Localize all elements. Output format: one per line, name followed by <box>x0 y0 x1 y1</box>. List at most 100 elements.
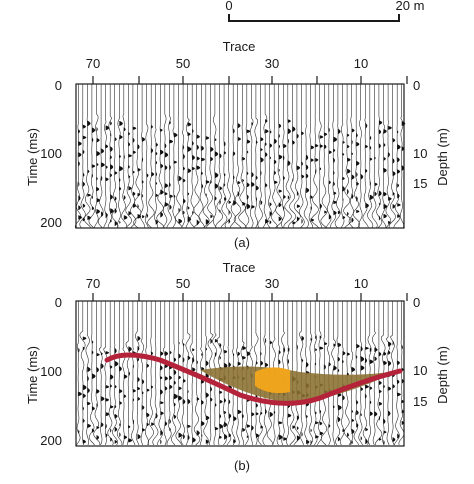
wiggle-peak <box>82 172 85 177</box>
wiggle-peak <box>351 366 356 373</box>
wiggle-peak <box>296 426 299 430</box>
wiggle-peak <box>233 416 237 422</box>
wiggle-peak <box>224 141 226 147</box>
wiggle-peak <box>214 151 219 157</box>
wiggle-peak <box>301 161 304 166</box>
wiggle-peak <box>378 380 382 386</box>
wiggle-peak <box>278 434 283 440</box>
wiggle-peak <box>265 362 269 368</box>
wiggle-peak <box>242 413 244 419</box>
wiggle-peak <box>91 350 94 355</box>
seismic-trace <box>157 301 163 446</box>
wiggle-peak <box>251 122 253 126</box>
wiggle-peak <box>164 143 167 149</box>
wiggle-peak <box>388 125 392 130</box>
wiggle-peak <box>196 397 200 401</box>
wiggle-peak <box>287 413 292 418</box>
wiggle-peak <box>374 347 378 352</box>
seismic-trace <box>393 84 401 229</box>
wiggle-peak <box>242 345 246 351</box>
wiggle-peak <box>401 121 406 126</box>
wiggle-peak <box>315 169 317 175</box>
wiggle-peak <box>265 408 267 415</box>
seismic-trace <box>367 84 374 229</box>
wiggle-peak <box>356 195 358 202</box>
wiggle-peak <box>255 175 258 180</box>
wiggle-peak <box>187 355 191 361</box>
seismic-trace <box>103 301 108 446</box>
wiggle-peak <box>114 360 119 367</box>
wiggle-peak <box>369 386 373 390</box>
panel-b-right-tick-0: 0 <box>413 295 420 310</box>
wiggle-peak <box>119 432 121 438</box>
wiggle-peak <box>388 341 392 347</box>
wiggle-peak <box>388 350 391 355</box>
wiggle-peak <box>219 199 221 205</box>
wiggle-peak <box>356 343 360 349</box>
wiggle-peak <box>183 178 186 183</box>
seismic-trace <box>385 84 392 229</box>
wiggle-peak <box>91 340 94 344</box>
wiggle-peak <box>333 191 337 195</box>
panel-b-top-tick-30: 30 <box>265 276 279 291</box>
wiggle-peak <box>164 421 168 427</box>
wiggle-peak <box>315 435 319 439</box>
wiggle-peak <box>237 361 241 366</box>
panel-a-top-tick-50: 50 <box>176 56 190 71</box>
wiggle-peak <box>360 436 362 441</box>
wiggle-peak <box>123 215 128 220</box>
wiggle-peak <box>219 342 222 348</box>
wiggle-peak <box>105 351 110 355</box>
wiggle-peak <box>78 181 80 187</box>
wiggle-peak <box>219 355 221 360</box>
wiggle-peak <box>347 211 349 216</box>
seismic-trace <box>353 301 360 446</box>
wiggle-peak <box>192 437 196 443</box>
wiggle-peak <box>351 139 353 145</box>
wiggle-peak <box>260 411 263 415</box>
wiggle-peak <box>283 194 286 199</box>
panel-a-right-tick-0: 0 <box>413 78 420 93</box>
wiggle-peak <box>401 420 405 425</box>
wiggle-peak <box>214 183 219 189</box>
wiggle-peak <box>205 392 209 398</box>
wiggle-peak <box>128 165 130 169</box>
wiggle-peak <box>169 164 171 171</box>
wiggle-peak <box>242 156 246 161</box>
wiggle-peak <box>142 179 144 184</box>
wiggle-peak <box>146 173 149 178</box>
wiggle-peak <box>110 374 114 380</box>
wiggle-peak <box>328 127 330 133</box>
wiggle-peak <box>78 215 82 220</box>
panel-b-time-axis-label: Time (ms) <box>25 346 40 404</box>
wiggle-peak <box>205 193 207 197</box>
wiggle-peak <box>78 161 80 167</box>
wiggle-peak <box>319 431 324 436</box>
wiggle-peak <box>383 351 387 356</box>
wiggle-peak <box>306 439 310 444</box>
wiggle-peak <box>82 135 87 140</box>
panel-a-top-tick-70: 70 <box>86 56 100 71</box>
wiggle-peak <box>228 200 231 204</box>
wiggle-peak <box>260 351 262 356</box>
wiggle-peak <box>278 189 282 193</box>
wiggle-peak <box>328 423 331 428</box>
wiggle-peak <box>383 360 387 366</box>
wiggle-peak <box>347 157 351 162</box>
wiggle-peak <box>265 142 267 147</box>
wiggle-peak <box>265 183 268 188</box>
wiggle-peak <box>278 216 282 222</box>
wiggle-peak <box>383 418 386 425</box>
wiggle-peak <box>105 144 109 149</box>
wiggle-peak <box>119 154 121 158</box>
wiggle-peak <box>82 181 85 187</box>
wiggle-peak <box>219 413 222 419</box>
wiggle-peak <box>169 204 172 210</box>
seismic-trace <box>266 84 272 229</box>
wiggle-peak <box>228 209 230 216</box>
wiggle-peak <box>342 394 345 401</box>
wiggle-peak <box>91 173 93 178</box>
wiggle-peak <box>306 173 309 179</box>
wiggle-peak <box>178 341 180 345</box>
wiggle-peak <box>365 122 368 129</box>
